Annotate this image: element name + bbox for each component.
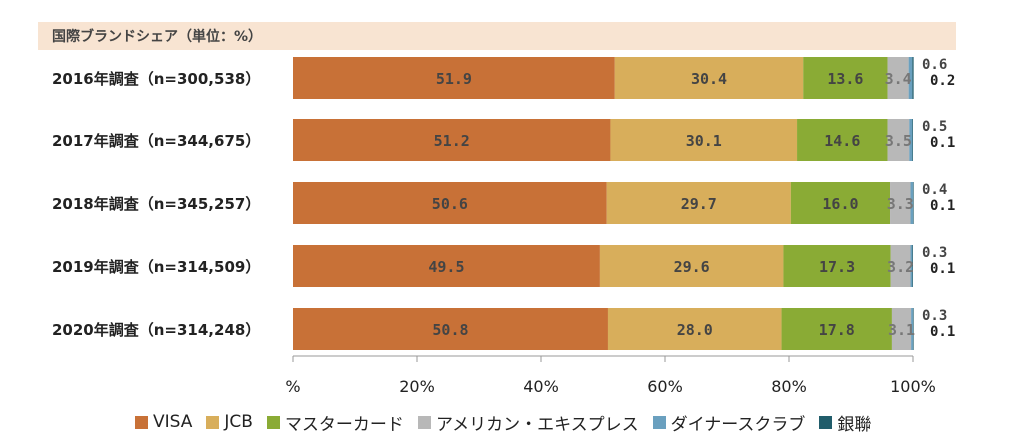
data-label: 3.2: [887, 258, 914, 276]
data-label: 3.3: [887, 195, 914, 213]
legend-item: マスターカード: [266, 410, 404, 435]
chart-legend: VISA JCB マスターカード アメリカン・エキスプレス ダイナースクラブ 銀聯: [135, 407, 895, 437]
category-label: 2020年調査（n=314,248）: [52, 321, 260, 339]
legend-label: アメリカン・エキスプレス: [435, 414, 639, 435]
data-label: 50.6: [432, 195, 468, 213]
bar-segment: [908, 57, 913, 99]
bar-segment: [910, 245, 913, 287]
data-label: 0.4: [922, 182, 947, 198]
bar-segment: [599, 245, 784, 287]
data-label: 30.4: [691, 70, 727, 88]
bar-segment: [293, 245, 600, 287]
data-label: 3.1: [888, 321, 915, 339]
data-label: 3.5: [885, 132, 912, 150]
data-label: 28.0: [677, 321, 713, 339]
data-label: 0.1: [930, 198, 955, 214]
legend-label: VISA: [153, 412, 193, 432]
legend-swatch: [819, 415, 833, 429]
data-label: 30.1: [686, 132, 722, 150]
x-tick-label: 60%: [647, 377, 683, 396]
x-tick-label: 100%: [890, 377, 936, 396]
legend-swatch: [206, 415, 220, 429]
legend-swatch: [417, 415, 431, 429]
bar-segment: [890, 182, 911, 224]
data-label: 14.6: [824, 132, 860, 150]
category-label: 2017年調査（n=344,675）: [52, 132, 260, 150]
category-label: 2019年調査（n=314,509）: [52, 258, 260, 276]
bar-segment: [913, 308, 914, 350]
legend-swatch: [652, 415, 666, 429]
bar-segment: [607, 308, 782, 350]
legend-label: ダイナースクラブ: [670, 414, 806, 435]
bar-segment: [891, 308, 912, 350]
legend-item: ダイナースクラブ: [652, 410, 806, 435]
bar-segment: [913, 182, 914, 224]
bar-segment: [912, 57, 914, 99]
bar-segment: [890, 245, 911, 287]
legend-label: 銀聯: [837, 414, 872, 435]
legend-label: マスターカード: [284, 414, 404, 435]
data-label: 29.7: [681, 195, 717, 213]
legend-label: JCB: [224, 412, 253, 432]
x-tick-label: 20%: [399, 377, 435, 396]
data-label: 50.8: [432, 321, 468, 339]
bar-segment: [606, 182, 791, 224]
x-tick-label: 80%: [771, 377, 807, 396]
chart-header-band: [38, 22, 956, 50]
data-label: 0.2: [930, 73, 955, 89]
category-label: 2018年調査（n=345,257）: [52, 195, 260, 213]
data-label: 16.0: [822, 195, 858, 213]
legend-swatch: [135, 415, 148, 429]
bar-segment: [610, 119, 798, 161]
legend-item: VISA: [135, 412, 192, 432]
bar-segment: [911, 308, 913, 350]
data-label: 51.2: [434, 132, 470, 150]
data-label: 3.4: [885, 70, 912, 88]
data-label: 49.5: [428, 258, 464, 276]
data-label: 0.1: [930, 261, 955, 277]
data-label: 0.6: [922, 57, 947, 73]
bar-segment: [797, 119, 888, 161]
bar-segment: [293, 308, 608, 350]
legend-item: アメリカン・エキスプレス: [417, 410, 639, 435]
data-label: 0.3: [922, 245, 947, 261]
bar-segment: [783, 245, 891, 287]
category-label: 2016年調査（n=300,538）: [52, 70, 260, 88]
bar-segment: [614, 57, 804, 99]
bar-segment: [803, 57, 888, 99]
bar-segment: [781, 308, 892, 350]
data-label: 0.1: [930, 135, 955, 151]
bar-segment: [909, 119, 913, 161]
data-label: 0.1: [930, 324, 955, 340]
x-tick-label: %: [285, 377, 300, 396]
bar-segment: [912, 119, 913, 161]
data-label: 0.5: [922, 119, 947, 135]
data-label: 17.8: [819, 321, 855, 339]
bar-segment: [790, 182, 891, 224]
bar-segment: [910, 182, 913, 224]
legend-swatch: [266, 415, 280, 429]
data-label: 51.9: [436, 70, 472, 88]
bar-segment: [293, 57, 615, 99]
bar-segment: [887, 119, 910, 161]
legend-item: 銀聯: [819, 410, 871, 435]
data-label: 29.6: [674, 258, 710, 276]
data-label: 0.3: [922, 308, 947, 324]
chart-title: 国際ブランドシェア（単位：%）: [52, 29, 263, 45]
x-tick-label: 40%: [523, 377, 559, 396]
bar-segment: [293, 182, 607, 224]
data-label: 13.6: [827, 70, 863, 88]
bar-segment: [887, 57, 909, 99]
data-label: 17.3: [819, 258, 855, 276]
bar-segment: [912, 245, 913, 287]
bar-segment: [293, 119, 611, 161]
legend-item: JCB: [206, 412, 253, 432]
